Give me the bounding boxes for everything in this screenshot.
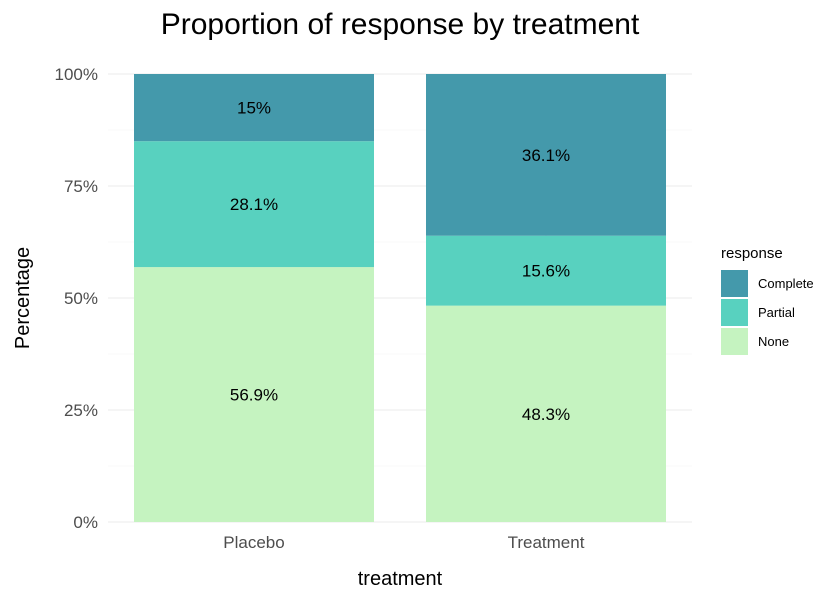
bar-partial [426, 235, 666, 306]
legend-label: Complete [758, 276, 814, 291]
bar-none [134, 267, 374, 522]
bar-complete [426, 74, 666, 236]
legend-label: None [758, 334, 789, 349]
legend-swatch [721, 328, 748, 355]
data-label: 15% [237, 99, 271, 118]
data-label: 36.1% [522, 146, 570, 165]
chart-title: Proportion of response by treatment [161, 8, 640, 41]
bar-partial [134, 141, 374, 268]
data-label: 48.3% [522, 405, 570, 424]
legend-label: Partial [758, 305, 795, 320]
bar-none [426, 305, 666, 522]
x-axis-label: treatment [358, 568, 443, 590]
y-tick-label: 50% [64, 289, 98, 308]
legend-swatch [721, 270, 748, 297]
data-label: 56.9% [230, 386, 278, 405]
legend-title: response [721, 245, 783, 262]
y-tick-label: 0% [73, 513, 98, 532]
data-label: 15.6% [522, 262, 570, 281]
legend: response Complete Partial None [721, 245, 814, 355]
y-tick-label: 75% [64, 177, 98, 196]
legend-swatch [721, 299, 748, 326]
y-axis-label: Percentage [12, 247, 34, 349]
bar-complete [134, 74, 374, 142]
x-tick-label: Placebo [223, 533, 284, 552]
x-tick-label: Treatment [508, 533, 585, 552]
data-label: 28.1% [230, 195, 278, 214]
y-tick-label: 100% [55, 65, 98, 84]
y-tick-label: 25% [64, 401, 98, 420]
